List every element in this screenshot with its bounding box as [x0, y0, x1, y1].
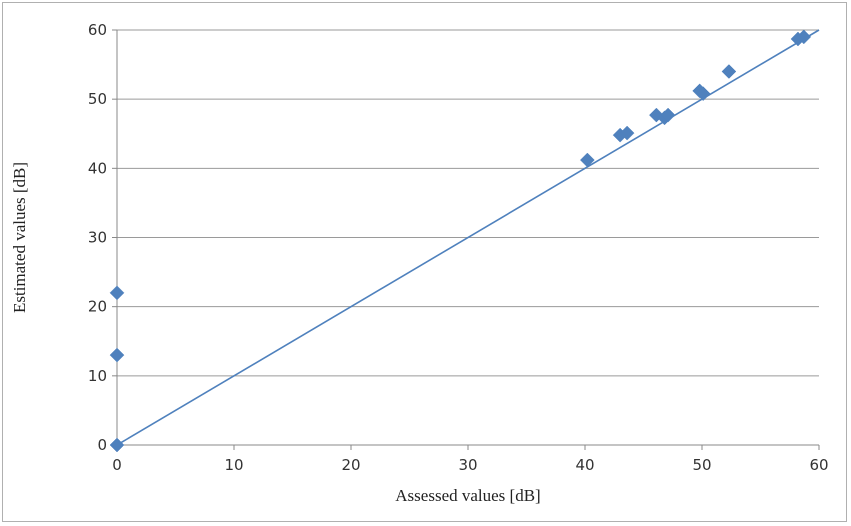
x-tick-label-3: 30: [458, 456, 477, 474]
data-point-11: [721, 64, 737, 79]
x-tick-label-4: 40: [575, 456, 594, 474]
y-tick-label-5: 50: [88, 90, 107, 108]
y-tick-label-4: 40: [88, 159, 107, 177]
x-tick-label-0: 0: [112, 456, 122, 474]
data-point-13: [796, 29, 812, 45]
data-point-5: [619, 125, 635, 141]
x-tick-labels: 0 10 20 30 40 50 60: [112, 445, 829, 474]
data-point-3: [579, 152, 595, 168]
data-point-10: [695, 86, 711, 101]
data-point-0: [109, 437, 125, 453]
x-tick-label-2: 20: [341, 456, 360, 474]
data-points: [109, 29, 812, 453]
data-point-8: [660, 107, 676, 123]
x-tick-label-5: 50: [692, 456, 711, 474]
y-axis-title: Estimated values [dB]: [10, 162, 29, 313]
data-point-1: [109, 347, 125, 363]
x-tick-label-6: 60: [809, 456, 828, 474]
grid-lines: [117, 29, 819, 377]
data-point-2: [109, 285, 125, 301]
x-tick-label-1: 10: [224, 456, 243, 474]
y-tick-label-6: 60: [88, 21, 107, 39]
y-tick-labels: 0 10 20 30 40 50 60: [88, 21, 117, 454]
x-axis-title: Assessed values [dB]: [395, 486, 540, 505]
y-tick-label-0: 0: [97, 436, 107, 454]
y-tick-label-2: 20: [88, 298, 107, 316]
y-tick-label-3: 30: [88, 229, 107, 247]
y-tick-label-1: 10: [88, 367, 107, 385]
